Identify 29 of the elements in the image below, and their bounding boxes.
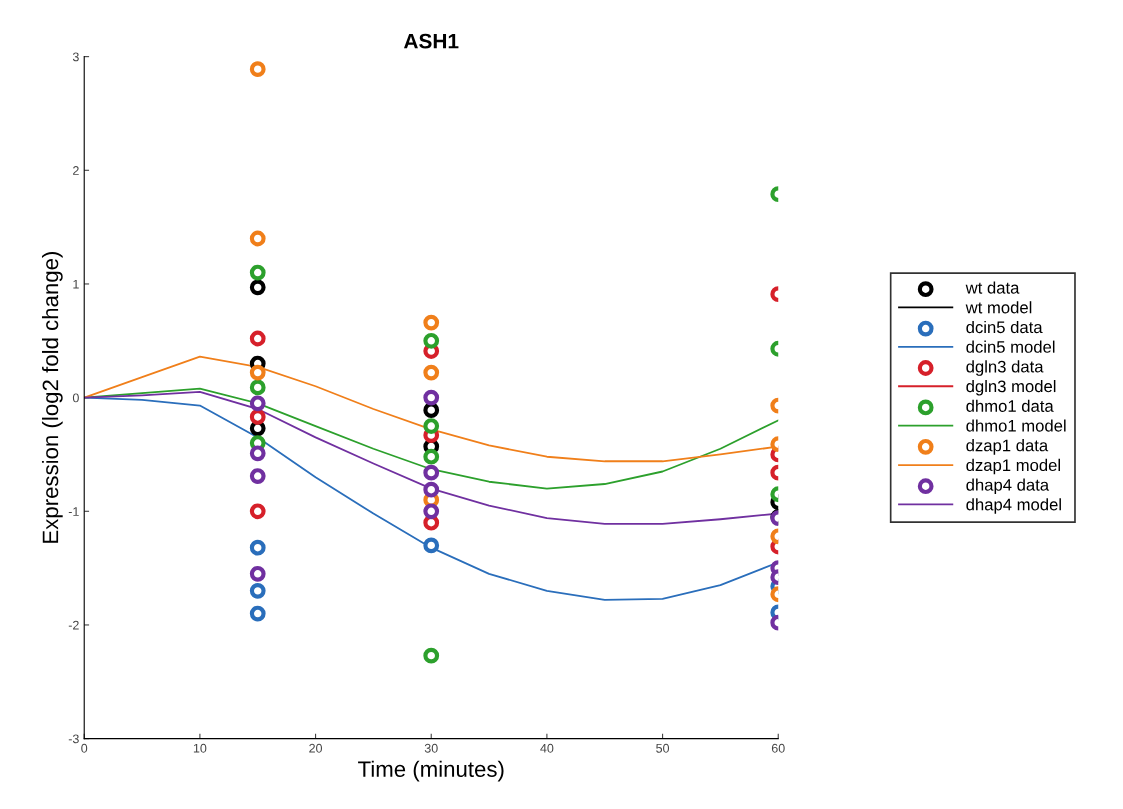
legend-label: dgln3 model [966, 380, 1056, 396]
legend-label: dhmo1 model [966, 419, 1066, 432]
x-tick-label: 30 [424, 743, 438, 753]
x-tick-label: 40 [540, 743, 554, 753]
legend-label: dzap1 model [966, 458, 1060, 475]
y-tick-label: 2 [73, 166, 79, 175]
legend-label: wt data [965, 281, 1020, 294]
y-tick-label: -1 [68, 507, 79, 516]
legend-label: wt model [965, 301, 1032, 314]
chart-title: ASH1 [403, 33, 459, 49]
legend-label: dzap1 data [966, 439, 1049, 455]
y-axis-title: Expression (log2 fold change) [41, 251, 63, 543]
x-axis-title: Time (minutes) [358, 760, 504, 782]
legend-label: dcin5 data [966, 320, 1043, 334]
y-tick-label: 3 [72, 52, 79, 62]
y-tick-label: 0 [72, 393, 79, 403]
legend-label: dcin5 model [966, 340, 1055, 353]
legend-label: dhmo1 data [966, 399, 1054, 412]
y-tick-label: -3 [68, 734, 79, 744]
x-tick-label: 50 [656, 743, 670, 753]
y-tick-label: -2 [68, 620, 79, 630]
x-tick-label: 0 [81, 743, 88, 753]
y-tick-label: 1 [73, 279, 79, 289]
legend-label: dhap4 model [966, 498, 1061, 514]
x-tick-label: 10 [193, 743, 207, 753]
legend-label: dgln3 data [966, 360, 1044, 376]
legend-label: dhap4 data [966, 478, 1050, 495]
x-tick-label: 20 [309, 743, 323, 753]
x-tick-label: 60 [771, 743, 785, 753]
